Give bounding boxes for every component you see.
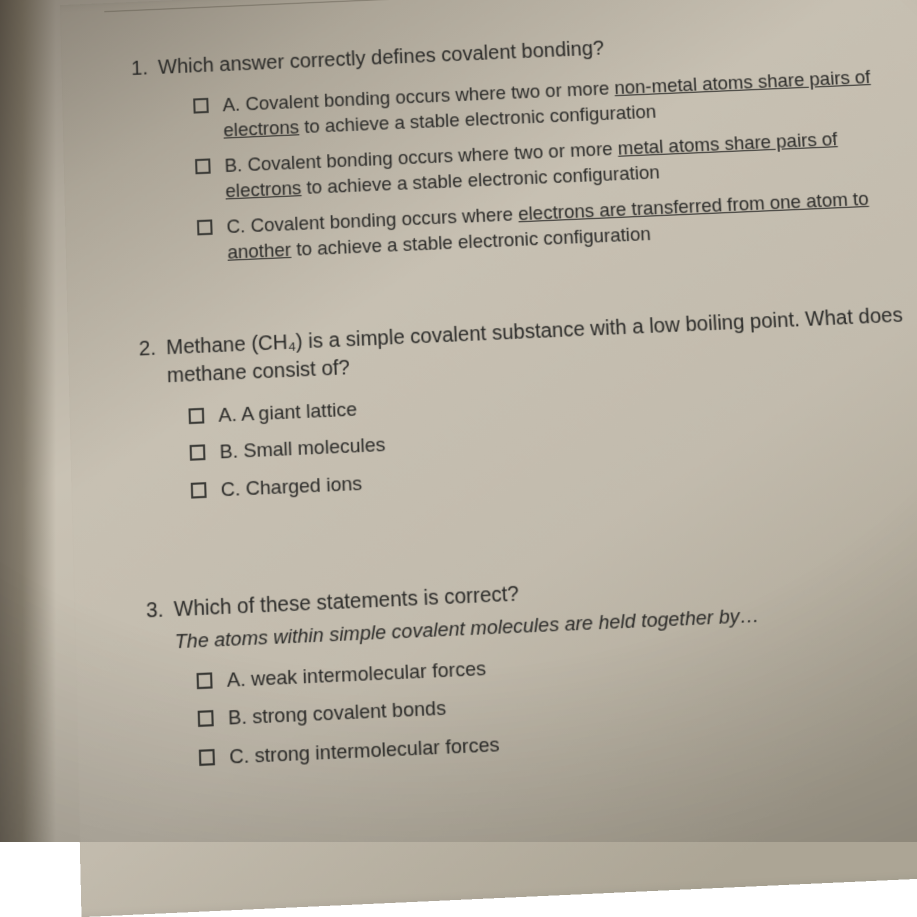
checkbox-icon[interactable] — [197, 219, 213, 235]
checkbox-icon[interactable] — [193, 98, 209, 114]
photo-background: 1. Which answer correctly defines covale… — [0, 0, 917, 842]
option-text: B. Small molecules — [219, 433, 386, 467]
checkbox-icon[interactable] — [196, 672, 212, 689]
checkbox-icon[interactable] — [190, 445, 206, 461]
left-shadow — [0, 0, 56, 842]
question-1-options: A. Covalent bonding occurs where two or … — [123, 63, 917, 270]
option-text: A. weak intermolecular forces — [226, 655, 486, 694]
checkbox-icon[interactable] — [198, 710, 214, 727]
question-prompt: Which answer correctly defines covalent … — [158, 35, 605, 81]
checkbox-icon[interactable] — [188, 408, 204, 424]
question-number: 1. — [122, 57, 149, 81]
option-text: C. strong intermolecular forces — [229, 732, 500, 772]
option-text: A. A giant lattice — [218, 397, 357, 430]
checkbox-icon[interactable] — [195, 158, 211, 174]
question-1: 1. Which answer correctly defines covale… — [122, 22, 917, 270]
option-text: C. Charged ions — [220, 471, 362, 504]
worksheet-page: 1. Which answer correctly defines covale… — [60, 0, 917, 917]
question-number: 2. — [129, 337, 156, 362]
question-3-options: A. weak intermolecular forces B. strong … — [138, 635, 917, 776]
checkbox-icon[interactable] — [191, 482, 207, 498]
option-text: B. strong covalent bonds — [228, 696, 447, 734]
top-rule-line — [104, 0, 903, 12]
question-2-options: A. A giant lattice B. Small molecules C. — [131, 371, 917, 508]
checkbox-icon[interactable] — [199, 749, 215, 766]
question-3: 3. Which of these statements is correct?… — [136, 561, 917, 776]
question-number: 3. — [136, 598, 164, 624]
question-2: 2. Methane (CH₄) is a simple covalent su… — [129, 301, 917, 508]
